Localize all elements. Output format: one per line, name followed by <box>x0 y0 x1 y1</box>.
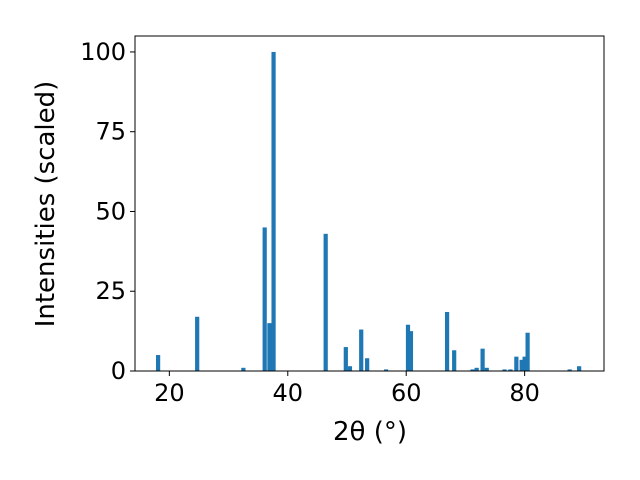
bar <box>484 367 489 371</box>
bar <box>262 227 267 371</box>
y-tick-label: 100 <box>80 38 126 66</box>
y-tick-label: 0 <box>111 357 126 385</box>
x-tick-label: 20 <box>154 379 185 407</box>
y-axis-label: Intensities (scaled) <box>31 81 61 328</box>
bar <box>577 366 582 371</box>
bar <box>567 369 572 371</box>
bar <box>347 366 353 371</box>
bar <box>405 324 411 371</box>
bar <box>519 359 524 371</box>
x-tick-label: 40 <box>273 379 304 407</box>
bar <box>470 369 475 371</box>
bar <box>525 332 530 371</box>
bar <box>359 329 364 371</box>
x-axis-label: 2θ (°) <box>333 417 407 447</box>
bar <box>408 331 414 371</box>
bar <box>241 367 246 371</box>
bar <box>323 233 328 371</box>
bar <box>502 369 507 371</box>
x-tick-label: 60 <box>391 379 422 407</box>
bar <box>514 356 519 371</box>
bar <box>522 356 527 371</box>
bar <box>195 316 200 371</box>
bar <box>155 355 161 371</box>
bar <box>365 358 370 371</box>
y-tick-label: 25 <box>95 277 126 305</box>
bar <box>267 323 272 371</box>
bar <box>271 51 276 371</box>
bar <box>343 347 348 371</box>
plot-frame <box>134 35 605 372</box>
y-tick-label: 50 <box>95 197 126 225</box>
x-tick-label: 80 <box>509 379 540 407</box>
bar <box>508 369 513 371</box>
bar <box>474 367 479 371</box>
y-tick-label: 75 <box>95 118 126 146</box>
bar <box>383 369 389 371</box>
bar <box>452 350 457 371</box>
bar <box>480 348 485 371</box>
bar <box>444 311 450 371</box>
